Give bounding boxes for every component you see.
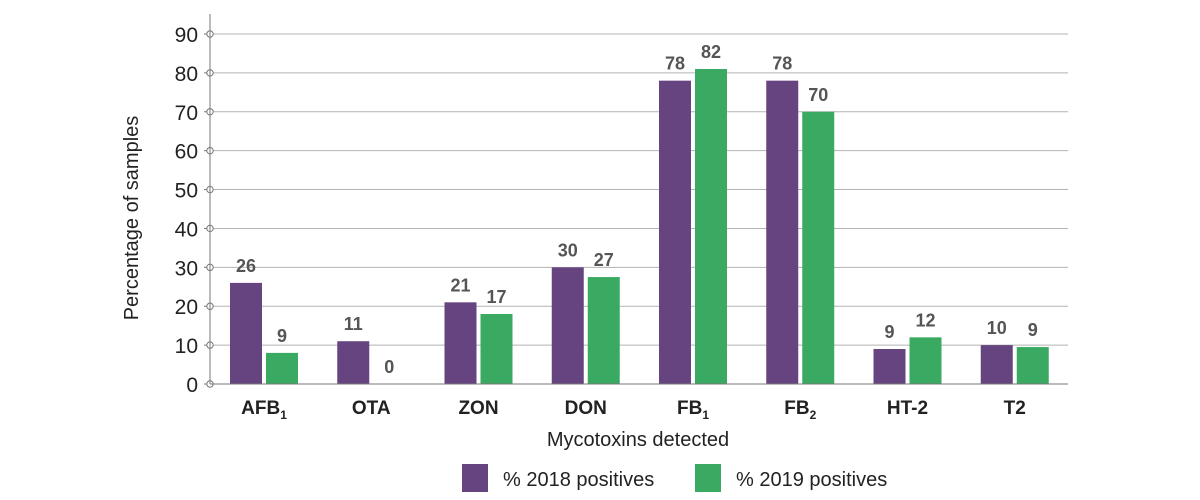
y-tick-label: 60 <box>175 141 198 164</box>
bar-0-7 <box>980 345 1013 384</box>
bar-1-4 <box>695 69 727 384</box>
legend-label-0: % 2018 positives <box>503 469 654 491</box>
data-label-0-0: 26 <box>236 256 256 276</box>
bar-1-3 <box>587 277 620 384</box>
gridlines <box>210 33 1068 346</box>
data-label-1-6: 12 <box>915 310 935 330</box>
bar-1-2 <box>480 314 513 384</box>
data-label-0-5: 78 <box>772 54 792 74</box>
bar-0-6 <box>873 349 906 384</box>
legend-swatch-1 <box>695 464 721 492</box>
x-category-label: AFB1 <box>241 398 287 422</box>
data-label-0-6: 9 <box>884 322 894 342</box>
x-category-label: OTA <box>352 398 391 419</box>
data-label-1-7: 9 <box>1028 320 1038 340</box>
data-label-1-3: 27 <box>594 250 614 270</box>
data-label-0-1: 11 <box>344 314 363 334</box>
bar-1-5 <box>802 111 835 385</box>
y-axis-ticks: 0 10 20 30 40 50 60 70 80 90 <box>175 24 214 397</box>
bars <box>230 69 1049 385</box>
x-category-label: ZON <box>458 398 498 419</box>
data-label-0-2: 21 <box>450 275 470 295</box>
y-tick-label: 40 <box>175 218 198 241</box>
y-tick-label: 90 <box>175 24 198 47</box>
data-label-0-7: 10 <box>987 318 1007 338</box>
bar-1-7 <box>1016 347 1049 384</box>
bar-0-2 <box>444 302 477 384</box>
y-tick-label: 20 <box>175 296 198 319</box>
x-category-label: T2 <box>1004 398 1026 419</box>
data-label-1-5: 70 <box>808 85 828 105</box>
y-tick-label: 70 <box>175 102 198 125</box>
y-tick-label: 10 <box>175 335 198 358</box>
data-labels: 26 9 11 0 21 17 30 27 78 82 78 70 9 12 10 9 <box>236 42 1038 377</box>
data-label-1-2: 17 <box>486 287 506 307</box>
bar-0-5 <box>766 80 799 385</box>
bar-0-4 <box>659 80 691 385</box>
y-tick-label: 50 <box>175 180 198 203</box>
x-axis-categories: AFB1 OTA ZON DON FB1 FB2 HT-2 T2 <box>241 398 1026 422</box>
bar-1-6 <box>909 337 942 384</box>
data-label-1-0: 9 <box>277 326 287 346</box>
data-label-1-1: 0 <box>384 357 394 377</box>
y-tick-label: 0 <box>186 374 198 397</box>
data-label-1-4: 82 <box>701 42 721 62</box>
bar-0-1 <box>337 341 370 384</box>
x-category-label: FB2 <box>784 398 816 422</box>
data-label-0-4: 78 <box>665 54 685 74</box>
y-tick-label: 80 <box>175 63 198 86</box>
x-category-label: DON <box>565 398 607 419</box>
legend-label-1: % 2019 positives <box>736 469 887 491</box>
y-tick-label: 30 <box>175 257 198 280</box>
bar-0-3 <box>551 267 584 384</box>
data-label-0-3: 30 <box>558 240 578 260</box>
x-category-label: FB1 <box>677 398 709 422</box>
legend: % 2018 positives % 2019 positives <box>462 464 887 492</box>
bar-1-0 <box>266 352 298 384</box>
bar-0-0 <box>230 282 262 384</box>
legend-swatch-0 <box>462 464 488 492</box>
y-axis-title: Percentage of samples <box>121 116 143 321</box>
x-category-label: HT-2 <box>887 398 928 419</box>
x-axis-title: Mycotoxins detected <box>547 429 729 451</box>
